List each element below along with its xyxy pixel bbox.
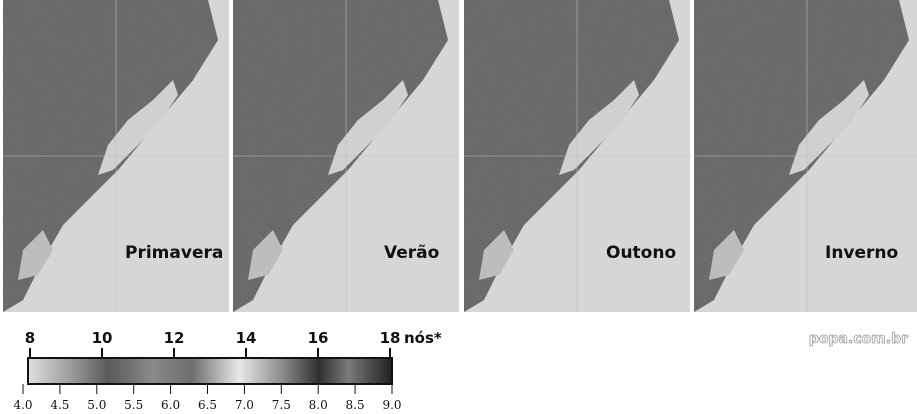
scale-top-label: 12 [164,329,185,347]
scale-top-label: 18 [380,329,401,347]
scale-bottom-label: 8.5 [346,398,365,412]
scale-bottom-label: 8.0 [309,398,328,412]
map-panel [3,0,229,312]
scale-unit: nós* [404,329,442,347]
scale-top-label: 10 [92,329,113,347]
scale-top-label: 14 [236,329,257,347]
scale-bottom-label: 5.5 [124,398,143,412]
scale-bottom-label: 7.5 [272,398,291,412]
scale-bottom-label: 5.0 [87,398,106,412]
scale-bottom-label: 4.5 [50,398,69,412]
scale-top-label: 8 [25,329,35,347]
panel-label: Outono [606,243,676,263]
panel-label: Primavera [125,243,223,263]
watermark: popa.com.br [809,331,908,347]
map-panel [694,0,917,312]
map-panels [3,0,917,312]
scale-ticks: 8 10 12 14 16 18 4.0 4.5 5.0 5.5 6.0 6.5 7.0 7.5 8.0 8.… [13,329,401,412]
map-panel [464,0,690,312]
map-panel [233,0,459,312]
panel-label: Verão [384,243,439,263]
scale-bottom-label: 9.0 [382,398,401,412]
scale-bottom-label: 7.0 [235,398,254,412]
scale-bottom-label: 4.0 [13,398,32,412]
scale-bottom-label: 6.5 [198,398,217,412]
scale-top-label: 16 [308,329,329,347]
color-scale [27,357,393,385]
panel-label: Inverno [825,243,898,263]
scale-bottom-label: 6.0 [161,398,180,412]
